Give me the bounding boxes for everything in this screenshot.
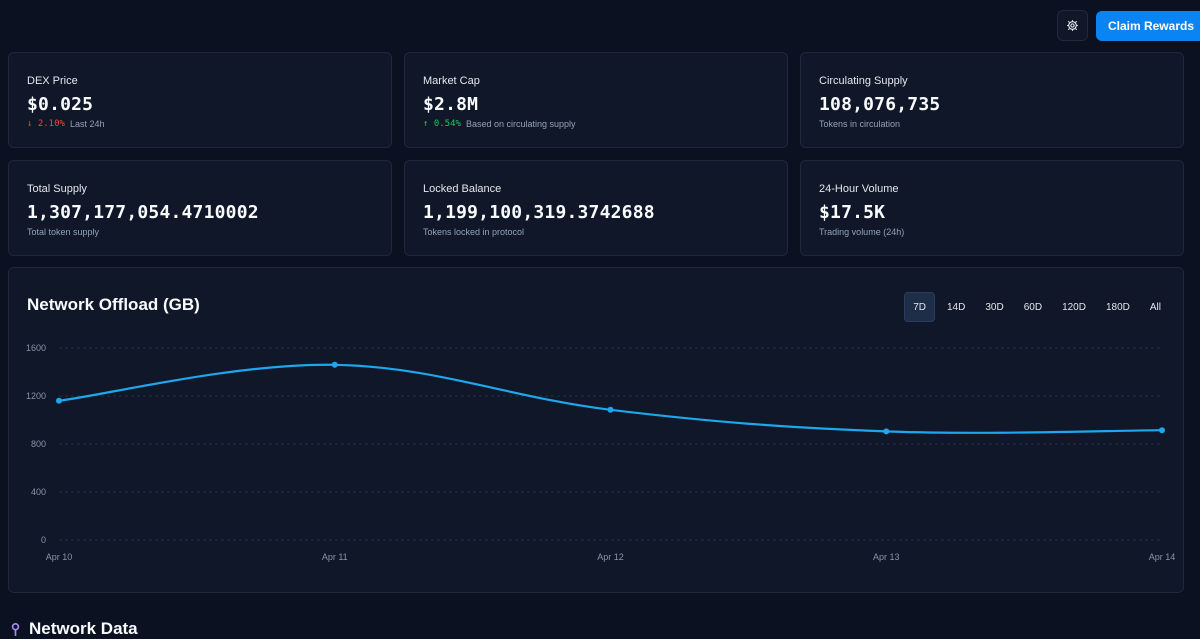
- stat-caption: Based on circulating supply: [465, 119, 576, 129]
- top-bar: Claim Rewards: [1056, 10, 1200, 41]
- delta-indicator: ↑ 0.54%: [423, 119, 461, 129]
- stat-card-market-cap: Market Cap $2.8M ↑ 0.54% Based on circul…: [404, 52, 788, 148]
- y-tick-label: 1200: [26, 391, 46, 401]
- x-tick-label: Apr 13: [873, 552, 900, 562]
- network-offload-card: Network Offload (GB) 7D 14D 30D 60D 120D 180D…: [8, 267, 1184, 593]
- stat-label: Market Cap: [423, 75, 480, 87]
- arrow-down-icon: ↓: [27, 119, 33, 129]
- range-tab-180d[interactable]: 180D: [1105, 301, 1130, 313]
- delta-value: 2.10%: [37, 119, 65, 129]
- chart-title: Network Offload (GB): [27, 295, 200, 314]
- stat-value: 1,199,100,319.3742688: [423, 202, 655, 223]
- claim-rewards-button[interactable]: Claim Rewards: [1095, 10, 1200, 41]
- network-offload-chart: 0 400 800 1200 1600 Apr 10 Apr 11 Apr 12 Apr 13 A…: [26, 343, 1176, 562]
- stat-label: 24-Hour Volume: [819, 183, 899, 195]
- stat-value: $2.8M: [423, 94, 479, 115]
- arrow-up-icon: ↑: [423, 119, 429, 129]
- x-tick-label: Apr 14: [1149, 552, 1176, 562]
- stat-sub: ↓ 2.10% Last 24h: [27, 119, 104, 129]
- data-point: [56, 397, 62, 404]
- stat-value: $17.5K: [819, 202, 886, 223]
- location-pin-icon: [11, 622, 20, 636]
- stat-label: Locked Balance: [423, 183, 502, 195]
- gear-icon: [1067, 20, 1078, 31]
- range-tab-60d[interactable]: 60D: [1023, 301, 1043, 313]
- settings-button[interactable]: [1056, 10, 1088, 41]
- series-line: [58, 363, 1163, 434]
- range-tab-120d[interactable]: 120D: [1062, 301, 1086, 313]
- stat-caption: Total token supply: [27, 227, 100, 237]
- stat-card-circulating-supply: Circulating Supply 108,076,735 Tokens in…: [800, 52, 1184, 148]
- data-point: [331, 361, 338, 368]
- stat-caption: Last 24h: [69, 119, 105, 129]
- range-tab-7d[interactable]: 7D: [904, 292, 935, 322]
- stat-card-locked-balance: Locked Balance 1,199,100,319.3742688 Tok…: [404, 160, 788, 256]
- delta-indicator: ↓ 2.10%: [27, 119, 65, 129]
- range-tab-14d[interactable]: 14D: [946, 301, 966, 313]
- stat-card-24h-volume: 24-Hour Volume $17.5K Trading volume (24…: [800, 160, 1184, 256]
- stat-value: 108,076,735: [819, 94, 941, 115]
- time-range-selector: 7D 14D 30D 60D 120D 180D All: [904, 292, 1169, 322]
- stat-caption: Tokens locked in protocol: [423, 227, 525, 237]
- stat-sub: ↑ 0.54% Based on circulating supply: [423, 119, 576, 129]
- y-tick-label: 0: [41, 535, 46, 545]
- stat-caption: Trading volume (24h): [819, 227, 905, 237]
- data-point: [607, 406, 614, 413]
- section-title: Network Data: [29, 619, 138, 638]
- stat-label: Circulating Supply: [819, 75, 908, 87]
- y-tick-label: 400: [31, 487, 46, 497]
- x-tick-label: Apr 11: [322, 552, 348, 562]
- stat-card-dex-price: DEX Price $0.025 ↓ 2.10% Last 24h: [8, 52, 392, 148]
- stat-label: DEX Price: [27, 75, 78, 87]
- stat-value: $0.025: [27, 94, 94, 115]
- stat-label: Total Supply: [27, 183, 87, 195]
- data-point: [1159, 427, 1165, 434]
- stat-value: 1,307,177,054.4710002: [27, 202, 259, 223]
- x-tick-label: Apr 10: [46, 552, 73, 562]
- range-tab-30d[interactable]: 30D: [985, 301, 1004, 313]
- network-data-heading: Network Data: [10, 619, 138, 639]
- delta-value: 0.54%: [433, 119, 461, 129]
- range-tab-all[interactable]: All: [1149, 301, 1161, 313]
- data-point: [883, 428, 890, 435]
- stat-caption: Tokens in circulation: [819, 119, 901, 129]
- x-tick-label: Apr 12: [597, 552, 624, 562]
- y-tick-label: 800: [31, 439, 46, 449]
- y-tick-label: 1600: [26, 343, 46, 353]
- stat-card-total-supply: Total Supply 1,307,177,054.4710002 Total…: [8, 160, 392, 256]
